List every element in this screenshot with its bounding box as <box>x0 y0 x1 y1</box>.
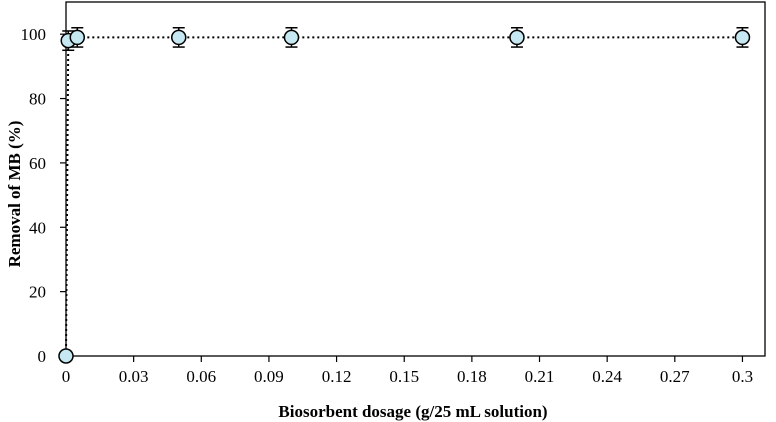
series-group <box>58 26 751 364</box>
y-tick-label: 60 <box>29 154 46 173</box>
x-tick-label: 0.21 <box>525 367 555 386</box>
x-axis-ticks: 0 0.03 0.06 0.09 0.12 0.15 0.18 0.21 0.24 0.27 0.3 <box>62 356 753 386</box>
y-tick-label: 100 <box>21 25 47 44</box>
series-line <box>65 36 743 357</box>
x-tick-label: 0.12 <box>322 367 352 386</box>
data-point <box>58 348 74 364</box>
plot-frame <box>65 1 766 357</box>
x-tick-label: 0.06 <box>186 367 216 386</box>
x-tick-label: 0.03 <box>119 367 149 386</box>
x-tick-label: 0.24 <box>592 367 622 386</box>
y-axis-ticks: 0 20 40 60 80 100 <box>21 25 66 366</box>
y-tick-label: 20 <box>29 283 46 302</box>
data-point <box>734 29 751 46</box>
x-tick-label: 0.27 <box>660 367 690 386</box>
data-point <box>170 29 187 46</box>
y-axis-title: Removal of MB (%) <box>5 121 24 268</box>
x-axis-title: Biosorbent dosage (g/25 mL solution) <box>278 402 547 421</box>
plot-area <box>65 1 766 357</box>
x-tick-label: 0.09 <box>254 367 284 386</box>
data-point <box>509 29 525 46</box>
data-point <box>69 29 86 46</box>
x-tick-label: 0.15 <box>389 367 419 386</box>
y-tick-label: 40 <box>29 218 46 237</box>
x-tick-label: 0.3 <box>732 367 753 386</box>
y-tick-label: 80 <box>29 90 46 109</box>
y-tick-label: 0 <box>38 347 47 366</box>
x-tick-label: 0 <box>62 367 71 386</box>
data-point <box>283 29 300 46</box>
x-tick-label: 0.18 <box>457 367 487 386</box>
